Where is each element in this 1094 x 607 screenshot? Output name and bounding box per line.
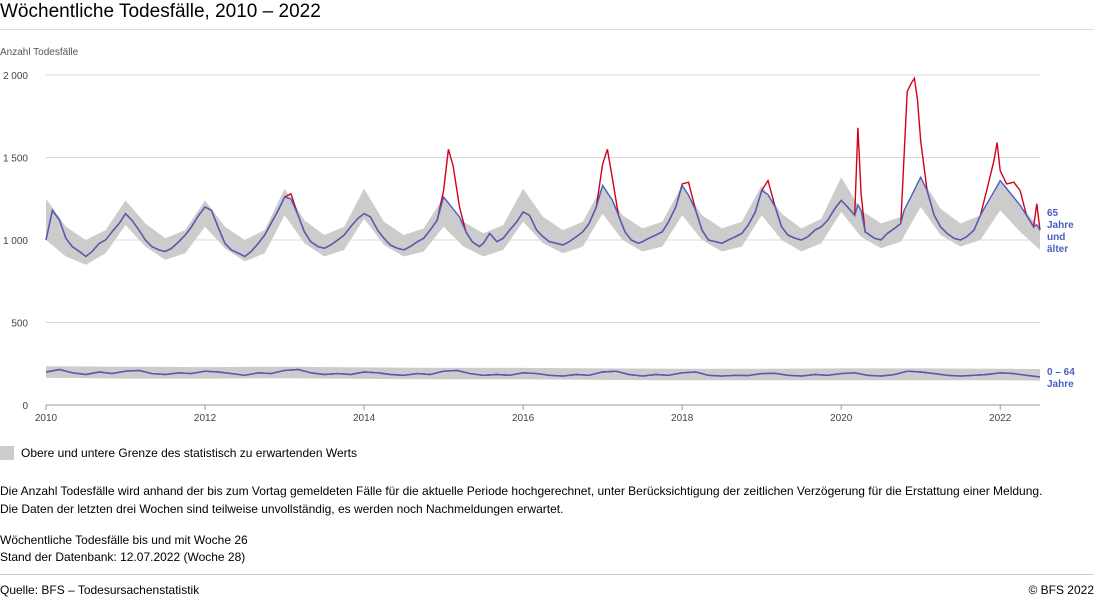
- series-line: [45, 368, 1041, 378]
- y-tick-label: 1 000: [3, 236, 28, 247]
- y-tick-label: 0: [22, 401, 28, 412]
- series-line: [45, 175, 1041, 258]
- x-tick-label: 2016: [512, 413, 535, 424]
- copyright: © BFS 2022: [1028, 583, 1094, 597]
- series-label-line: 65: [1047, 208, 1059, 219]
- x-tick-label: 2014: [353, 413, 376, 424]
- series-label-line: 0 – 64: [1047, 367, 1075, 378]
- series-label-line: und: [1047, 232, 1065, 243]
- series-label-line: Jahre: [1047, 379, 1074, 390]
- y-tick-label: 1 500: [3, 154, 28, 165]
- footer-divider: [0, 574, 1094, 575]
- expected-bands: [46, 177, 1040, 381]
- series-lines: [45, 76, 1041, 378]
- axes: 0 500 1 000 1 500 2 000 2010 2012 2014 2016 2018 2…: [3, 71, 1040, 424]
- y-axis-label: Anzahl Todesfälle: [0, 47, 79, 58]
- note-line-4: Stand der Datenbank: 12.07.2022 (Woche 2…: [0, 550, 246, 564]
- expected-band: [46, 177, 1040, 265]
- chart-title: Wöchentliche Todesfälle, 2010 – 2022: [0, 1, 321, 22]
- note-line-2: Die Daten der letzten drei Wochen sind t…: [0, 502, 564, 516]
- weekly-deaths-chart: Anzahl Todesfälle 0 500 1 000 1 500 2 000 201…: [0, 47, 1075, 424]
- x-tick-label: 2022: [989, 413, 1012, 424]
- x-tick-label: 2010: [35, 413, 58, 424]
- title-divider: [0, 29, 1094, 30]
- legend-band-label: Obere und untere Grenze des statistisch …: [21, 446, 357, 460]
- series-label-line: älter: [1047, 244, 1068, 255]
- series-label-line: Jahre: [1047, 220, 1074, 231]
- y-tick-label: 500: [11, 319, 28, 330]
- note-line-1: Die Anzahl Todesfälle wird anhand der bi…: [0, 484, 1043, 498]
- source-note: Quelle: BFS – Todesursachenstatistik: [0, 583, 200, 597]
- legend-band-swatch: [0, 446, 14, 460]
- note-line-3: Wöchentliche Todesfälle bis und mit Woch…: [0, 533, 248, 547]
- y-tick-label: 2 000: [3, 71, 28, 82]
- legend: Obere und untere Grenze des statistisch …: [0, 445, 357, 461]
- x-tick-label: 2012: [194, 413, 217, 424]
- x-tick-label: 2020: [830, 413, 853, 424]
- x-tick-label: 2018: [671, 413, 694, 424]
